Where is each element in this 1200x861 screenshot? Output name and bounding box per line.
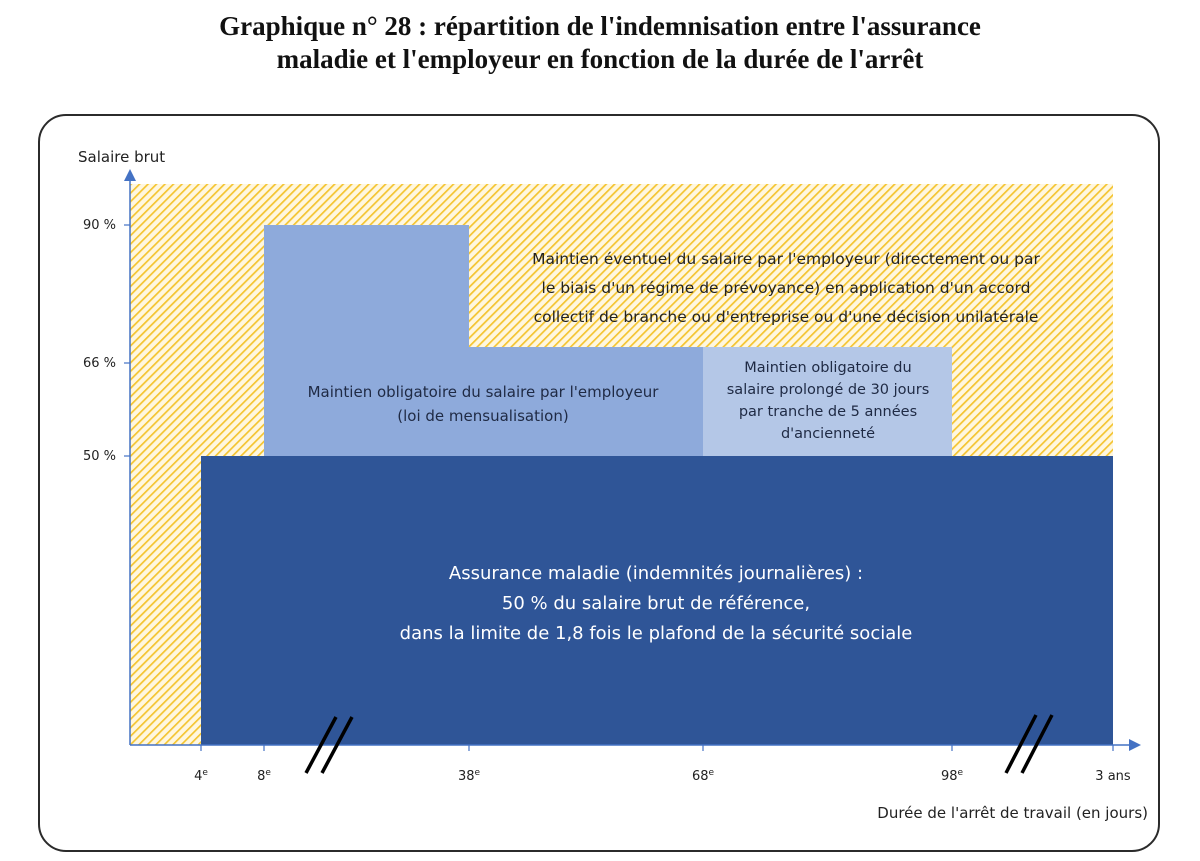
x-tick-label-4: 4e bbox=[194, 768, 208, 784]
axis-break-2 bbox=[1004, 714, 1054, 774]
text-maintien-obligatoire-line-1: Maintien obligatoire du salaire par l'em… bbox=[308, 383, 660, 401]
text-maintien-obligatoire-line-2: (loi de mensualisation) bbox=[397, 407, 568, 425]
x-tick-label-8: 8e bbox=[257, 768, 271, 784]
text-maintien-prolonge-line-2: salaire prolongé de 30 jours bbox=[727, 382, 930, 398]
x-tick-label-38: 38e bbox=[458, 768, 481, 784]
text-maintien-prolonge-line-3: par tranche de 5 années bbox=[739, 404, 917, 420]
chart-title: Graphique n° 28 : répartition de l'indem… bbox=[0, 10, 1200, 76]
x-tick-label-3ans: 3 ans bbox=[1095, 769, 1131, 784]
chart-title-line-1: Graphique n° 28 : répartition de l'indem… bbox=[219, 11, 981, 41]
region-maintien-obligatoire bbox=[264, 225, 703, 456]
x-axis-label: Durée de l'arrêt de travail (en jours) bbox=[877, 804, 1148, 822]
region-maintien-prolonge bbox=[703, 347, 952, 456]
y-tick-label-66: 66 % bbox=[83, 356, 116, 371]
region-assurance-maladie bbox=[201, 456, 1113, 745]
text-maintien-eventuel: Maintien éventuel du salaire par l'emplo… bbox=[532, 250, 1040, 326]
text-assurance-maladie-line-1: Assurance maladie (indemnités journalièr… bbox=[449, 563, 863, 584]
text-maintien-prolonge: Maintien obligatoire du salaire prolongé… bbox=[727, 360, 930, 442]
text-assurance-maladie-line-2: 50 % du salaire brut de référence, bbox=[502, 593, 810, 614]
text-maintien-eventuel-line-1: Maintien éventuel du salaire par l'emplo… bbox=[532, 250, 1040, 268]
x-tick-label-98: 98e bbox=[941, 768, 964, 784]
text-maintien-prolonge-line-1: Maintien obligatoire du bbox=[744, 360, 911, 376]
text-assurance-maladie: Assurance maladie (indemnités journalièr… bbox=[400, 563, 913, 644]
y-axis-label: Salaire brut bbox=[78, 148, 165, 166]
text-maintien-eventuel-line-2: le biais d'un régime de prévoyance) en a… bbox=[542, 279, 1031, 297]
axis-break-1 bbox=[304, 716, 354, 774]
text-maintien-prolonge-line-4: d'ancienneté bbox=[781, 426, 875, 442]
text-maintien-obligatoire: Maintien obligatoire du salaire par l'em… bbox=[308, 383, 660, 425]
y-tick-label-50: 50 % bbox=[83, 449, 116, 464]
chart-title-line-2: maladie et l'employeur en fonction de la… bbox=[276, 44, 924, 74]
y-tick-label-90: 90 % bbox=[83, 218, 116, 233]
text-maintien-eventuel-line-3: collectif de branche ou d'entreprise ou … bbox=[534, 308, 1039, 326]
text-assurance-maladie-line-3: dans la limite de 1,8 fois le plafond de… bbox=[400, 623, 913, 644]
x-tick-label-68: 68e bbox=[692, 768, 715, 784]
